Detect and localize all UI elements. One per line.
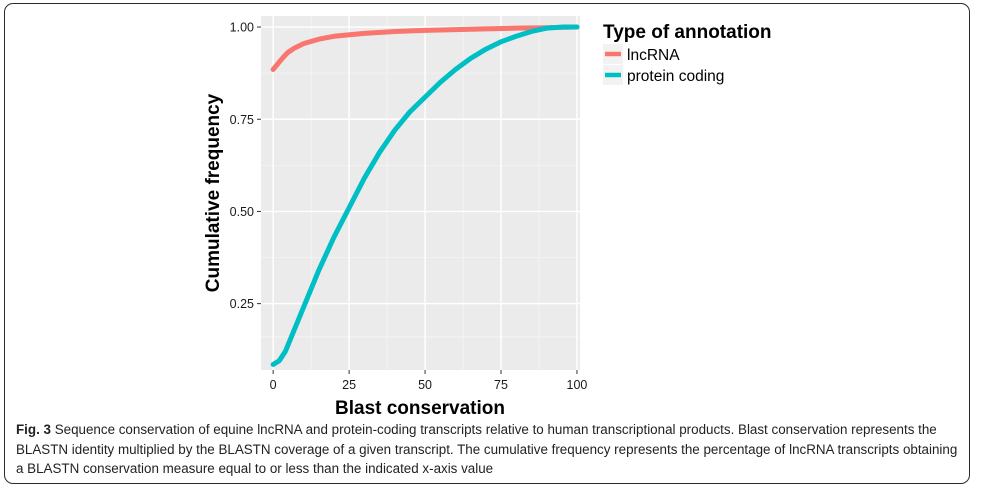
y-tick-label: 0.75 [230, 113, 254, 127]
series-line-protein-coding [270, 24, 580, 367]
axis-ticks [257, 26, 578, 374]
x-tick-label: 0 [270, 378, 277, 392]
legend: Type of annotation lncRNA protein coding [603, 22, 772, 85]
y-axis-title: Cumulative frequency [203, 93, 224, 292]
figure-label: Fig. 3 [16, 422, 51, 437]
x-tick-label: 50 [418, 378, 432, 392]
plot-panel [261, 16, 580, 370]
x-tick-label: 100 [567, 378, 588, 392]
legend-label-protein-coding: protein coding [627, 68, 724, 85]
series-layer [270, 24, 580, 367]
figure-frame [4, 3, 970, 484]
legend-title: Type of annotation [603, 22, 772, 43]
y-tick-label: 0.25 [230, 297, 254, 311]
series-line-lncrna [270, 24, 580, 72]
grid-minor [261, 16, 580, 370]
x-tick-label: 25 [342, 378, 356, 392]
y-tick-label: 0.50 [230, 205, 254, 219]
y-tick-label: 1.00 [230, 21, 254, 35]
chart: 0 25 50 75 100 0.25 0.50 0.75 1.00 Blast conserv… [203, 16, 772, 419]
tick-labels: 0 25 50 75 100 0.25 0.50 0.75 1.00 [230, 21, 588, 392]
figure-caption: Fig. 3 Sequence conservation of equine l… [16, 420, 961, 479]
caption-text: Sequence conservation of equine lncRNA a… [16, 422, 958, 477]
legend-label-lncrna: lncRNA [627, 47, 680, 64]
x-axis-title: Blast conservation [335, 398, 505, 419]
x-tick-label: 75 [494, 378, 508, 392]
